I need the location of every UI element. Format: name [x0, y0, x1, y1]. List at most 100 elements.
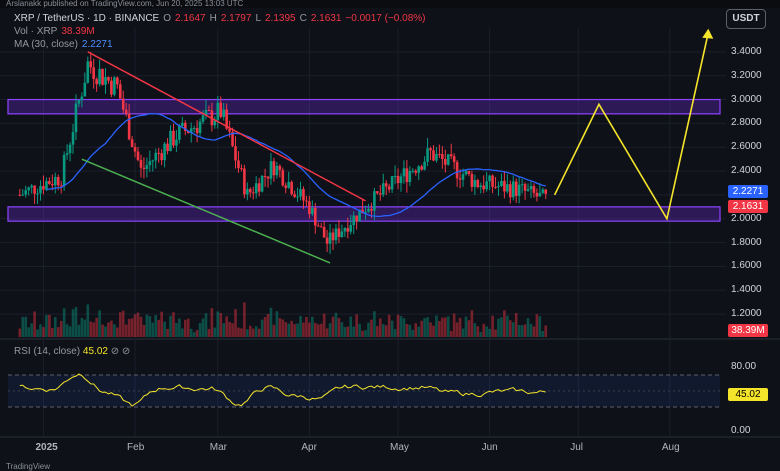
volume-bar: [24, 316, 28, 337]
candle-body: [470, 174, 474, 187]
candle-body: [526, 189, 530, 191]
candle-body: [417, 166, 421, 173]
price-tick-label: 1.2000: [731, 308, 762, 320]
candle-body: [80, 96, 84, 101]
volume-bar: [275, 311, 279, 337]
volume-bar: [77, 324, 81, 337]
volume-bar: [251, 328, 255, 337]
candle-body: [181, 122, 184, 127]
candle-body: [95, 79, 98, 85]
candle-body: [467, 170, 471, 175]
volume-bar: [461, 328, 465, 337]
tradingview-logo: TradingView: [6, 462, 51, 471]
candle-body: [116, 77, 119, 85]
volume-bar: [59, 320, 63, 337]
price-tick-label: 1.8000: [731, 236, 762, 248]
candle-body: [343, 228, 347, 232]
volume-bar: [378, 318, 382, 337]
candle-body: [201, 115, 205, 122]
candle-body: [157, 152, 160, 154]
candle-body: [74, 103, 78, 133]
channel-lower-trendline: [81, 158, 331, 264]
volume-bar: [334, 312, 338, 337]
candle-body: [189, 128, 193, 133]
volume-bar: [441, 317, 444, 337]
candle-body: [172, 130, 175, 146]
volume-bar: [411, 329, 415, 337]
ma-label[interactable]: MA (30, close): [14, 39, 78, 50]
visibility-icon[interactable]: ⊘ ⊘: [110, 346, 131, 357]
rsi-label[interactable]: RSI (14, close): [14, 346, 81, 357]
candle-body: [538, 192, 542, 197]
volume-bar: [216, 311, 220, 337]
candle-body: [30, 185, 33, 188]
candle-body: [532, 186, 536, 193]
volume-bar: [367, 322, 370, 337]
candle-body: [77, 100, 81, 104]
volume-bar: [526, 318, 530, 337]
time-axis-label: Mar: [209, 442, 228, 453]
volume-bar: [514, 312, 518, 337]
volume-bar: [65, 324, 69, 337]
candle-body: [509, 184, 512, 198]
volume-bar: [281, 319, 285, 337]
volume-bar: [414, 323, 418, 337]
volume-bar: [393, 329, 397, 337]
candle-body: [213, 120, 217, 126]
candle-body: [186, 130, 190, 133]
candle-body: [511, 181, 515, 198]
candle-body: [118, 84, 122, 99]
volume-bar: [151, 322, 155, 337]
candle-body: [136, 151, 140, 161]
volume-bar: [290, 320, 293, 337]
candle-body: [455, 162, 459, 179]
symbol-title[interactable]: XRP / TetherUS · 1D · BINANCE: [14, 13, 160, 24]
volume-bar: [48, 314, 51, 337]
candle-body: [370, 208, 373, 211]
candle-body: [104, 77, 107, 85]
candle-body: [311, 207, 314, 214]
volume-label[interactable]: Vol · XRP: [14, 26, 58, 37]
volume-bar: [139, 316, 143, 337]
volume-bar: [145, 314, 149, 337]
candle-body: [322, 227, 326, 238]
volume-bar: [89, 321, 93, 337]
candle-body: [195, 128, 199, 134]
volume-bar: [260, 319, 264, 337]
volume-bar: [464, 316, 468, 337]
candle-body: [523, 184, 527, 191]
volume-bar: [157, 319, 160, 337]
candle-body: [399, 176, 403, 184]
volume-bar: [263, 317, 267, 337]
price-tick-label: 3.2000: [731, 69, 762, 81]
candle-body: [59, 185, 63, 187]
volume-bar: [405, 324, 409, 337]
candle-body: [278, 165, 282, 171]
volume-bar: [243, 302, 246, 337]
price-tick-label: 1.6000: [731, 260, 762, 272]
volume-bar: [358, 323, 361, 337]
time-axis-label: Aug: [661, 442, 680, 453]
volume-bar: [127, 318, 131, 337]
currency-button[interactable]: USDT: [726, 9, 766, 29]
volume-bar: [479, 332, 483, 337]
volume-bar: [169, 315, 172, 337]
candle-body: [308, 201, 311, 214]
candle-body: [142, 167, 146, 169]
volume-bar: [473, 323, 477, 337]
price-tick-label: 3.4000: [731, 45, 762, 57]
candle-body: [240, 168, 243, 170]
candle-body: [446, 154, 450, 165]
volume-bar: [311, 316, 314, 337]
volume-bar: [538, 316, 542, 337]
volume-bar: [192, 332, 196, 337]
volume-bar: [225, 316, 228, 337]
open-value: 2.1647: [175, 13, 206, 24]
candle-body: [438, 153, 441, 155]
time-axis-label: Apr: [301, 442, 317, 453]
candle-body: [529, 186, 533, 190]
channel-upper-trendline: [87, 51, 366, 202]
candle-body: [231, 131, 234, 147]
candle-body: [56, 176, 60, 186]
